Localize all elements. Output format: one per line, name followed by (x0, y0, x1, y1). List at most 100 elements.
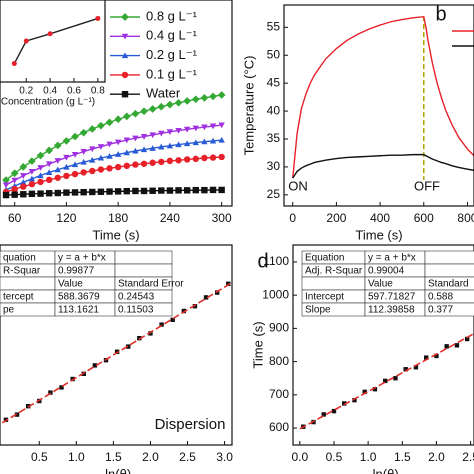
marker (342, 401, 347, 406)
x-tick-label: 2.5 (462, 450, 474, 464)
x-tick-label: 2.0 (142, 450, 159, 464)
marker (209, 186, 217, 194)
marker (37, 178, 44, 186)
table-text: Slope (305, 305, 331, 316)
table-text: Adj. R-Squar (305, 266, 363, 277)
marker (209, 92, 217, 101)
axes-frame (0, 0, 106, 83)
x-tick-label: 0.6 (67, 86, 81, 97)
marker (148, 331, 153, 336)
marker (80, 169, 87, 176)
marker (10, 169, 19, 178)
marker (97, 154, 105, 161)
x-tick-label: 60 (8, 211, 22, 225)
x-tick-label: 600 (414, 211, 434, 225)
marker (11, 61, 17, 67)
marker (464, 336, 470, 342)
marker (71, 189, 79, 196)
marker (158, 143, 165, 150)
x-tick-label: 0.5 (326, 450, 343, 464)
table-text: Equation (305, 253, 344, 264)
annotation: OFF (414, 178, 440, 193)
series-line (13, 17, 99, 64)
marker (89, 156, 96, 163)
marker (423, 355, 429, 360)
marker (218, 153, 225, 161)
marker (352, 397, 357, 403)
table-text: 597.71827 (368, 292, 416, 303)
marker (131, 109, 140, 118)
marker (183, 140, 191, 147)
marker (444, 344, 449, 349)
marker (159, 322, 164, 327)
marker (63, 189, 70, 196)
marker (132, 161, 139, 168)
marker (226, 281, 231, 286)
marker (157, 102, 166, 111)
marker (218, 122, 225, 129)
marker (148, 105, 157, 113)
marker (28, 180, 36, 188)
marker (158, 130, 165, 137)
x-tick-label: 0 (289, 211, 296, 225)
y-tick-label: 40 (267, 103, 281, 117)
panel-label: b (435, 3, 446, 25)
marker (170, 317, 175, 322)
marker (54, 166, 61, 173)
y-tick-label: 700 (269, 387, 289, 401)
x-tick-label: 400 (370, 211, 390, 225)
x-tick-label: 180 (108, 211, 128, 225)
marker (114, 115, 122, 124)
marker (149, 187, 156, 194)
x-tick-label: 120 (56, 211, 76, 225)
x-tick-label: 1.5 (394, 450, 411, 464)
marker (183, 187, 191, 194)
x-tick-label: 1.0 (360, 450, 377, 464)
marker (71, 151, 79, 158)
marker (383, 378, 388, 384)
marker (132, 135, 139, 142)
table-text: Value (368, 279, 393, 290)
marker (413, 365, 419, 370)
legend-label: 0.2 g L⁻¹ (146, 47, 198, 62)
marker (45, 161, 53, 168)
marker (362, 389, 367, 395)
x-tick-label: 300 (212, 211, 232, 225)
marker (28, 157, 36, 165)
table-cell (114, 302, 173, 317)
marker (218, 186, 225, 194)
marker (166, 187, 174, 194)
marker (126, 344, 131, 349)
x-tick-label: 800 (457, 211, 474, 225)
marker (114, 151, 122, 157)
axes-frame (0, 0, 233, 207)
marker (132, 147, 139, 154)
y-axis-label: Time (s) (250, 321, 265, 368)
marker (123, 162, 130, 170)
plot-area (299, 332, 474, 430)
y-tick-label: 600 (269, 420, 289, 434)
table-text: Standard (428, 279, 469, 290)
marker (37, 165, 44, 171)
marker (192, 139, 199, 146)
marker (200, 94, 209, 102)
axes-frame (292, 244, 474, 446)
marker (97, 166, 105, 173)
marker (403, 367, 408, 372)
table-text: R-Squar (3, 266, 41, 277)
marker (140, 160, 148, 167)
fit-line (299, 332, 474, 430)
table-text: Intercept (305, 292, 344, 303)
marker (23, 38, 29, 44)
marker (63, 172, 70, 180)
marker (28, 175, 36, 182)
table-cell (301, 276, 366, 291)
marker (121, 71, 129, 79)
marker (53, 141, 62, 150)
y-tick-label: 55 (267, 20, 281, 34)
marker (183, 126, 191, 133)
marker (45, 146, 53, 155)
plot-area (292, 15, 474, 180)
x-tick-label: 3.0 (216, 450, 233, 464)
